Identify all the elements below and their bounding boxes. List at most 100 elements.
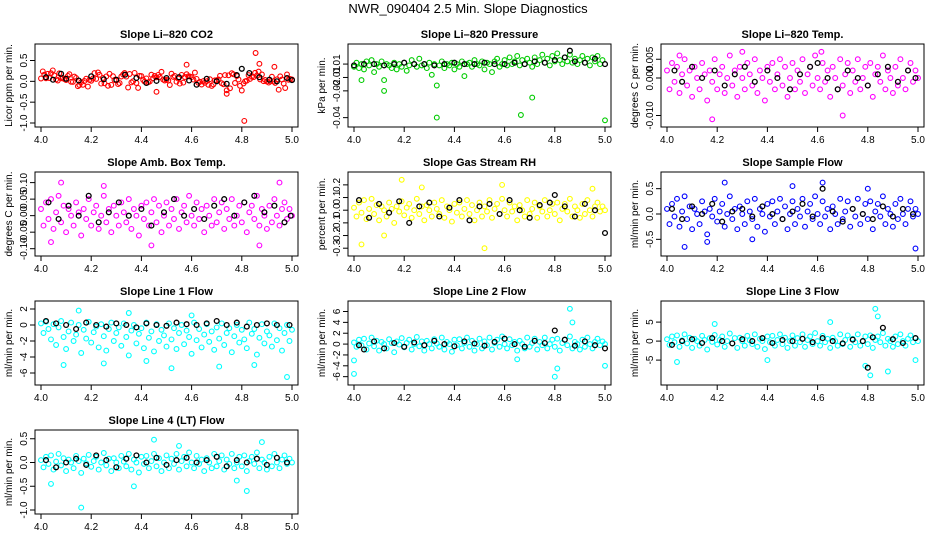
data-point bbox=[388, 340, 395, 346]
data-point bbox=[844, 198, 851, 205]
data-point bbox=[241, 336, 248, 343]
data-point bbox=[531, 54, 538, 61]
data-point bbox=[284, 71, 290, 78]
data-point bbox=[281, 330, 288, 336]
data-point-black bbox=[699, 210, 706, 218]
data-point bbox=[869, 93, 876, 100]
data-point bbox=[98, 459, 105, 466]
y-tick-label: 0.0 bbox=[645, 207, 656, 221]
data-point-black bbox=[42, 74, 50, 81]
data-point bbox=[113, 459, 120, 466]
data-point-black bbox=[233, 72, 240, 79]
x-tick-label: 4.2 bbox=[710, 135, 724, 146]
data-point bbox=[198, 456, 205, 463]
data-point-black bbox=[201, 215, 208, 223]
x-tick-label: 4.8 bbox=[548, 135, 562, 146]
data-point bbox=[589, 185, 596, 192]
data-point bbox=[602, 362, 608, 369]
data-point bbox=[779, 341, 786, 348]
data-point-black bbox=[181, 212, 188, 219]
data-point bbox=[398, 176, 405, 183]
data-point bbox=[156, 455, 162, 462]
data-point bbox=[135, 330, 142, 337]
data-point-black bbox=[193, 459, 200, 466]
data-point bbox=[458, 213, 465, 220]
data-point bbox=[406, 200, 413, 207]
data-point bbox=[65, 328, 72, 335]
data-point-black bbox=[849, 336, 856, 343]
data-point bbox=[260, 78, 267, 85]
y-tick-label: -0.10 bbox=[19, 237, 30, 260]
data-point bbox=[862, 63, 869, 70]
x-tick-label: 5.0 bbox=[285, 264, 299, 275]
data-point bbox=[739, 75, 746, 81]
data-point-black bbox=[203, 75, 210, 82]
data-point bbox=[60, 334, 67, 340]
data-point-black bbox=[889, 336, 896, 343]
data-point bbox=[289, 459, 295, 466]
data-point bbox=[506, 54, 513, 61]
data-point bbox=[156, 202, 162, 209]
data-point bbox=[681, 243, 688, 250]
data-point bbox=[281, 199, 288, 206]
data-point bbox=[777, 195, 783, 202]
data-point bbox=[594, 199, 601, 206]
data-point bbox=[669, 200, 675, 207]
data-point bbox=[721, 179, 728, 186]
data-point bbox=[238, 326, 245, 333]
x-tick-label: 4.4 bbox=[447, 264, 461, 275]
data-point bbox=[899, 338, 906, 345]
data-point bbox=[451, 200, 458, 207]
data-point bbox=[817, 342, 824, 349]
data-point bbox=[383, 345, 390, 352]
data-point bbox=[721, 343, 728, 350]
data-point bbox=[96, 71, 103, 78]
data-point bbox=[88, 339, 95, 346]
data-point-black bbox=[85, 192, 92, 199]
data-point bbox=[181, 202, 188, 209]
data-point bbox=[358, 61, 365, 68]
data-point bbox=[766, 78, 773, 85]
data-point bbox=[666, 86, 673, 93]
y-tick-label: 0.0 bbox=[332, 203, 343, 217]
data-point bbox=[58, 179, 65, 186]
data-point bbox=[133, 340, 140, 347]
data-point bbox=[902, 221, 909, 228]
data-point bbox=[556, 347, 563, 354]
data-point bbox=[248, 202, 255, 209]
data-point-black bbox=[854, 74, 861, 82]
data-point-black bbox=[115, 199, 122, 206]
data-point-black bbox=[551, 191, 558, 199]
data-point bbox=[814, 211, 821, 217]
data-point bbox=[156, 338, 162, 344]
data-point bbox=[48, 239, 54, 246]
panel-title: Slope Line 4 (LT) Flow bbox=[109, 415, 225, 427]
data-point bbox=[784, 226, 791, 233]
data-point-black bbox=[441, 61, 448, 68]
data-point-black bbox=[874, 71, 881, 78]
data-point-black bbox=[55, 215, 62, 223]
data-point bbox=[416, 55, 423, 62]
data-point-black bbox=[376, 200, 383, 207]
data-point bbox=[103, 347, 110, 354]
data-point-black bbox=[749, 213, 756, 220]
data-point-black bbox=[391, 339, 398, 347]
data-point bbox=[721, 223, 728, 230]
data-point bbox=[233, 459, 240, 466]
data-point bbox=[714, 218, 721, 225]
data-point bbox=[882, 342, 889, 349]
data-point bbox=[576, 346, 583, 353]
data-point bbox=[869, 226, 876, 233]
x-tick-label: 5.0 bbox=[285, 393, 299, 404]
data-point bbox=[143, 452, 150, 459]
data-point-black bbox=[719, 338, 726, 345]
data-point bbox=[401, 212, 408, 219]
data-point bbox=[171, 216, 177, 222]
y-tick-label: 2 bbox=[332, 330, 343, 336]
data-point bbox=[892, 63, 899, 70]
data-point bbox=[173, 450, 180, 457]
data-point bbox=[829, 203, 836, 210]
panel-6: Slope Sample Flow ml/min per min. 4.0 4.2 4.… bbox=[630, 157, 925, 275]
x-tick-label: 4.8 bbox=[861, 264, 875, 275]
data-point-black bbox=[668, 205, 676, 212]
